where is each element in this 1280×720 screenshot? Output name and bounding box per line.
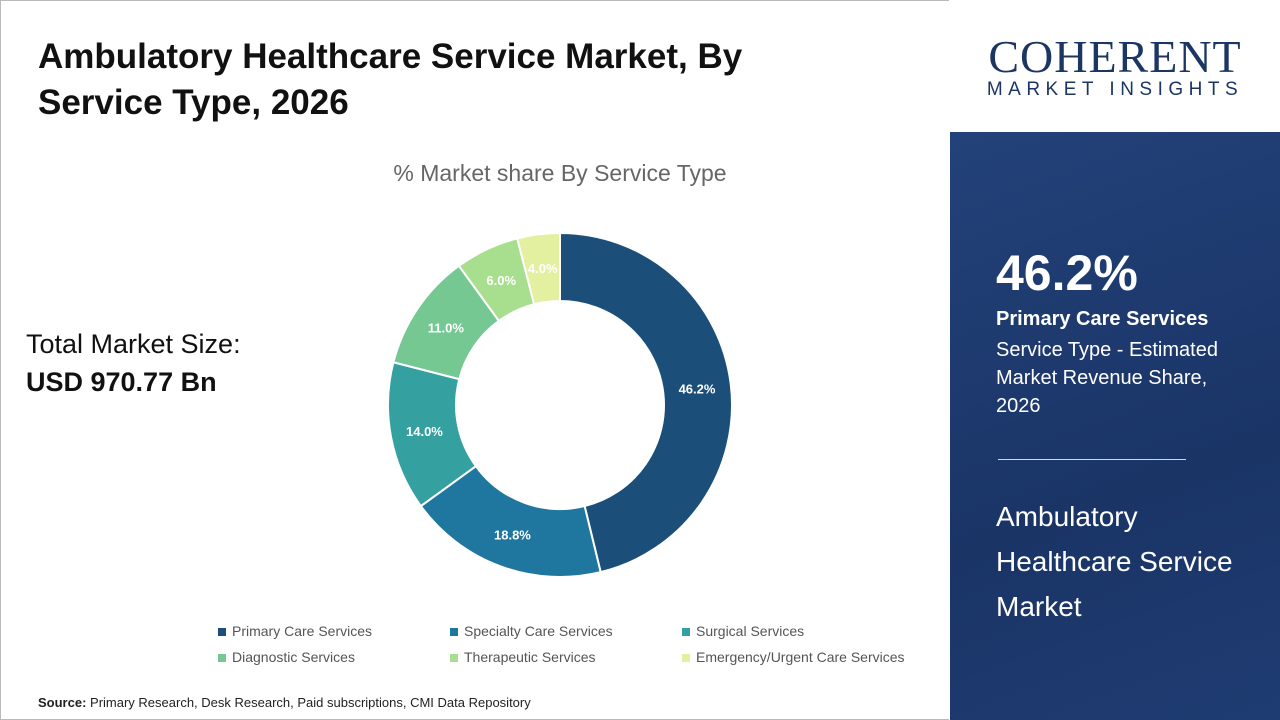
- highlight-description: Service Type - Estimated Market Revenue …: [996, 339, 1218, 417]
- legend-swatch: [450, 628, 458, 636]
- total-market-size: Total Market Size: USD 970.77 Bn: [26, 325, 241, 401]
- logo-line1: COHERENT: [988, 31, 1242, 82]
- logo-line2: MARKET INSIGHTS: [986, 79, 1244, 100]
- highlight-value: 46.2%: [996, 245, 1138, 301]
- legend-swatch: [682, 654, 690, 662]
- legend-item: Specialty Care Services: [450, 623, 682, 639]
- page-title: Ambulatory Healthcare Service Market, By…: [38, 37, 743, 122]
- logo: COHERENT MARKET INSIGHTS: [950, 0, 1280, 132]
- legend-label: Therapeutic Services: [464, 649, 596, 665]
- legend-item: Emergency/Urgent Care Services: [682, 649, 938, 665]
- legend-swatch: [218, 628, 226, 636]
- legend-item: Primary Care Services: [218, 623, 450, 639]
- total-label: Total Market Size:: [26, 329, 241, 359]
- legend-item: Surgical Services: [682, 623, 938, 639]
- legend-label: Specialty Care Services: [464, 623, 613, 639]
- legend-label: Surgical Services: [696, 623, 805, 639]
- total-value: USD 970.77 Bn: [26, 367, 217, 397]
- source-text: Primary Research, Desk Research, Paid su…: [90, 695, 531, 710]
- legend-swatch: [450, 654, 458, 662]
- legend-swatch: [682, 628, 690, 636]
- data-label: 4.0%: [528, 261, 558, 276]
- chart-title: % Market share By Service Type: [393, 160, 727, 186]
- donut-slice: [559, 231, 733, 574]
- highlight-segment: Primary Care Services: [996, 308, 1209, 330]
- data-label: 18.8%: [494, 528, 531, 543]
- data-label: 46.2%: [679, 382, 716, 397]
- source: Source: Primary Research, Desk Research,…: [38, 695, 531, 710]
- legend-item: Diagnostic Services: [218, 649, 450, 665]
- data-label: 11.0%: [428, 320, 465, 335]
- donut-chart: 46.2% 18.8% 14.0% 11.0% 6.0% 4.0%: [387, 231, 733, 578]
- legend-label: Emergency/Urgent Care Services: [696, 649, 905, 665]
- donut-slice: [516, 231, 561, 306]
- divider: [998, 459, 1186, 460]
- legend-label: Primary Care Services: [232, 623, 373, 639]
- legend: Primary Care Services Specialty Care Serv…: [218, 623, 938, 665]
- source-label: Source:: [38, 695, 87, 710]
- legend-label: Diagnostic Services: [232, 649, 355, 665]
- data-label: 6.0%: [486, 273, 516, 288]
- market-name: Ambulatory Healthcare Service Market: [996, 501, 1233, 622]
- data-label: 14.0%: [406, 424, 443, 439]
- highlight-panel: 46.2% Primary Care Services Service Type…: [950, 132, 1280, 720]
- legend-swatch: [218, 654, 226, 662]
- legend-item: Therapeutic Services: [450, 649, 682, 665]
